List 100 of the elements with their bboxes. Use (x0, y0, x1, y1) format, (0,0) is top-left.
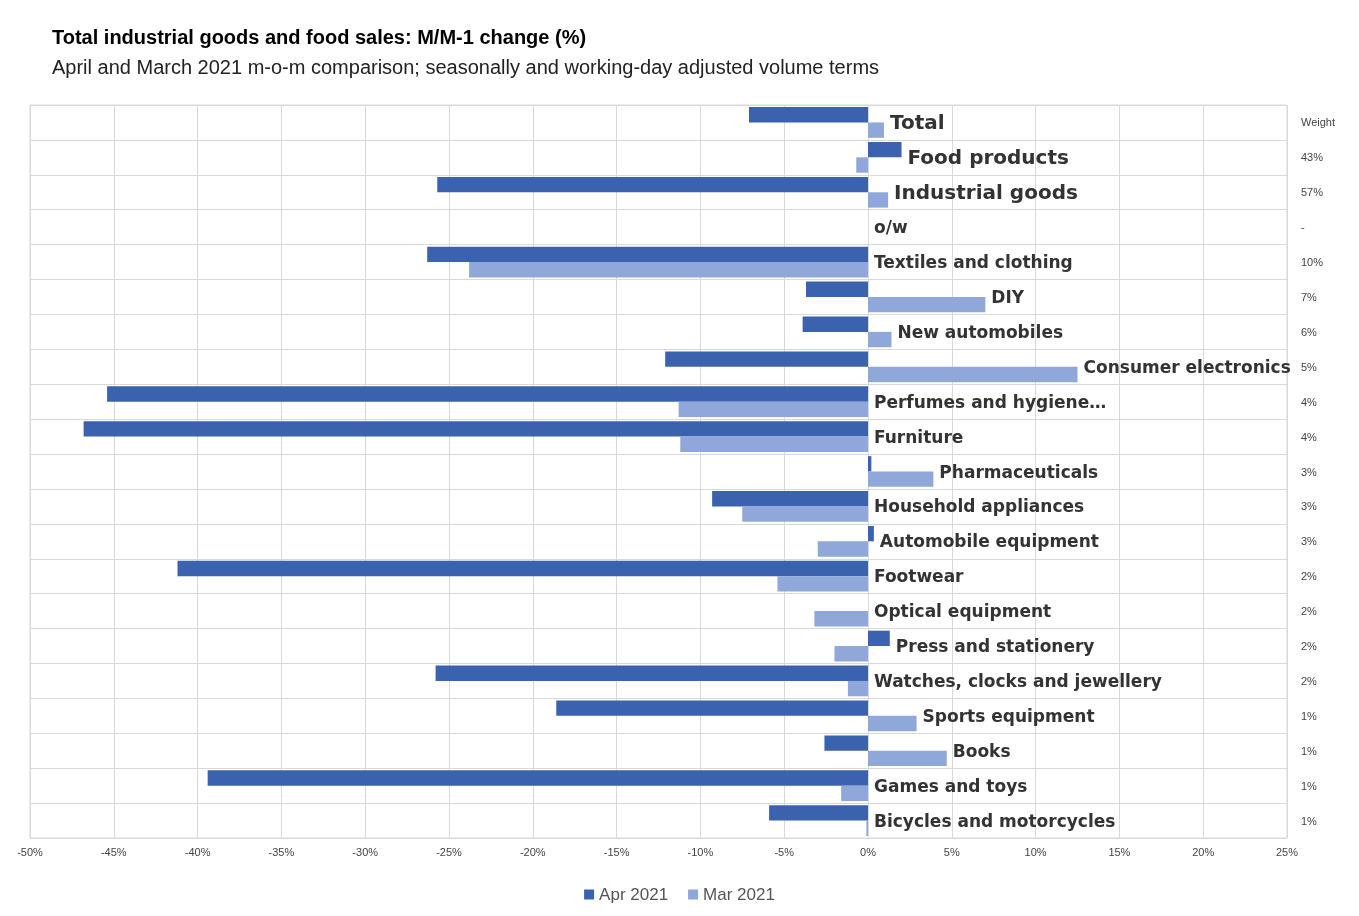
bar (868, 366, 1078, 383)
y-tick-label: DIY (991, 286, 1025, 307)
bar (469, 262, 868, 278)
legend-label: Mar 2021 (703, 885, 775, 904)
y2-tick-label: - (1301, 221, 1305, 234)
bar (680, 436, 868, 452)
bar (665, 351, 868, 367)
x-tick-label: -50% (17, 845, 44, 858)
y-tick-label: New automobiles (897, 321, 1064, 342)
bar (817, 541, 868, 557)
bar (847, 680, 868, 697)
y-tick-label: Consumer electronics (1083, 356, 1291, 377)
x-tick-label: -40% (184, 845, 211, 858)
y2-tick-label: 10% (1301, 256, 1324, 269)
y2-tick-label: 1% (1301, 779, 1318, 792)
y2-tick-label: 2% (1301, 570, 1318, 583)
x-tick-label: -20% (519, 845, 546, 858)
x-tick-label: -25% (436, 845, 463, 858)
y-tick-label: Books (952, 740, 1011, 761)
bar (856, 157, 868, 173)
bar (868, 750, 947, 767)
y2-tick-label: 3% (1301, 465, 1318, 478)
bar (177, 560, 868, 577)
y2-tick-label: Weight (1301, 116, 1336, 129)
x-tick-label: 15% (1108, 845, 1131, 858)
y2-tick-label: 2% (1301, 640, 1318, 653)
y-tick-label: Bicycles and motorcycles (874, 810, 1116, 831)
x-tick-label: -5% (774, 845, 795, 858)
bar (868, 122, 884, 138)
bar (769, 805, 868, 821)
bar (834, 646, 868, 662)
y2-tick-label: 1% (1301, 814, 1318, 827)
y-tick-label: Footwear (874, 566, 965, 587)
bar (207, 770, 868, 786)
y-tick-label: Textiles and clothing (874, 252, 1073, 273)
bar (805, 281, 868, 297)
y-tick-label: Furniture (874, 426, 964, 447)
y2-tick-label: 5% (1301, 360, 1318, 373)
bar (435, 665, 868, 681)
bar (841, 785, 868, 801)
bar (868, 525, 874, 542)
x-tick-label: -15% (603, 845, 630, 858)
bar (742, 506, 868, 522)
y-tick-label: Press and stationery (895, 636, 1095, 657)
bar (107, 386, 868, 402)
bar (814, 611, 868, 627)
bar (868, 471, 934, 487)
y2-tick-label: 4% (1301, 430, 1318, 443)
bar (868, 715, 917, 732)
x-tick-label: 0% (860, 845, 877, 858)
y2-tick-label: 1% (1301, 744, 1318, 757)
y2-tick-label: 6% (1301, 325, 1318, 338)
x-tick-label: 20% (1192, 845, 1215, 858)
bar (83, 421, 868, 437)
y-tick-label: o/w (874, 217, 908, 238)
y-tick-label: Industrial goods (894, 180, 1078, 205)
bar (868, 630, 890, 647)
bar (802, 316, 868, 332)
x-tick-label: -10% (687, 845, 714, 858)
y2-tick-label: 7% (1301, 290, 1318, 303)
x-tick-label: 10% (1024, 845, 1047, 858)
y-tick-label: Household appliances (874, 496, 1085, 517)
y-tick-label: Pharmaceuticals (939, 461, 1099, 482)
x-tick-label: -35% (268, 845, 295, 858)
x-tick-label: -45% (100, 845, 127, 858)
bar (427, 246, 868, 263)
bar (556, 700, 868, 716)
bar (868, 296, 986, 313)
y2-tick-label: 2% (1301, 605, 1318, 618)
x-tick-label: 25% (1275, 845, 1299, 858)
y-tick-label: Food products (907, 145, 1069, 170)
bar (824, 735, 868, 751)
bar (868, 456, 872, 472)
bar (749, 107, 868, 123)
x-tick-label: -30% (352, 845, 379, 858)
y2-tick-label: 4% (1301, 395, 1318, 408)
y-tick-label: Perfumes and hygiene… (874, 391, 1107, 412)
y-tick-label: Watches, clocks and jewellery (874, 670, 1162, 691)
bar (868, 192, 889, 208)
y-tick-label: Automobile equipment (879, 531, 1099, 552)
bar (712, 491, 868, 507)
bar (777, 576, 868, 592)
y-tick-label: Games and toys (874, 775, 1028, 796)
y2-tick-label: 43% (1301, 151, 1324, 164)
y2-tick-label: 3% (1301, 500, 1318, 513)
y2-tick-label: 2% (1301, 674, 1318, 687)
chart-subtitle: April and March 2021 m-o-m comparison; seasonally and working-day adjusted volume terms (52, 56, 880, 78)
y-tick-label: Total (889, 110, 945, 135)
bar (678, 401, 868, 418)
bar (868, 142, 902, 158)
x-tick-label: 5% (943, 845, 960, 858)
y-tick-label: Sports equipment (922, 705, 1095, 726)
y2-tick-label: 57% (1301, 186, 1324, 199)
chart-title: Total industrial goods and food sales: M/M-1 change (%) (52, 26, 587, 48)
bar (868, 331, 892, 348)
y-tick-label: Optical equipment (874, 601, 1052, 622)
y2-tick-label: 3% (1301, 535, 1318, 548)
legend-label: Apr 2021 (599, 885, 669, 904)
bar (437, 176, 868, 193)
y2-tick-label: 1% (1301, 709, 1318, 722)
